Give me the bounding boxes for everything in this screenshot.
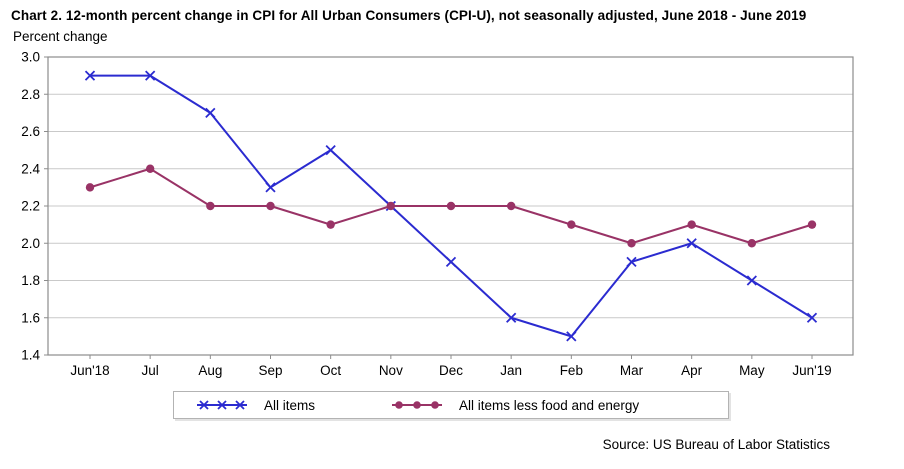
circle-marker xyxy=(395,401,403,409)
cpi-line-chart: 1.4 1.6 1.8 2.0 2.2 2.4 2.6 2.8 3.0 Jun'18 Jul Aug S… xyxy=(21,50,854,378)
y-axis-label: 2.4 xyxy=(21,161,40,176)
x-marker xyxy=(205,107,216,119)
x-axis-label: Apr xyxy=(681,363,703,378)
y-axis-label: 2.8 xyxy=(21,87,40,102)
x-axis-label: Feb xyxy=(560,363,583,378)
x-axis-label: Jun'19 xyxy=(792,363,831,378)
circle-marker xyxy=(747,239,757,248)
legend: All items All items less food and energy xyxy=(173,391,729,419)
y-axis-label: 2.0 xyxy=(21,236,40,251)
x-marker xyxy=(217,400,227,410)
chart-title: Chart 2. 12-month percent change in CPI … xyxy=(11,8,807,23)
x-marker xyxy=(445,256,457,268)
core-line-sample-icon xyxy=(392,401,442,409)
all-items-less-food-and-energy-series xyxy=(85,164,817,248)
x-marker xyxy=(566,331,577,342)
circle-marker xyxy=(206,201,215,211)
x-marker xyxy=(506,312,517,323)
x-marker xyxy=(686,238,697,249)
legend-label-core: All items less food and energy xyxy=(459,397,640,413)
x-marker xyxy=(265,182,276,193)
circle-marker xyxy=(326,220,335,229)
x-marker xyxy=(746,275,757,286)
circle-marker xyxy=(807,220,817,229)
legend-item-core: All items less food and energy xyxy=(391,392,639,418)
x-axis-label: Jan xyxy=(500,363,522,378)
x-marker xyxy=(199,400,209,410)
x-axis-label: Sep xyxy=(258,363,282,378)
y-axis-unit-label: Percent change xyxy=(13,29,108,44)
x-axis-label: May xyxy=(739,363,765,378)
circle-marker xyxy=(446,201,456,211)
all-items-series xyxy=(84,70,818,342)
x-marker xyxy=(626,256,637,268)
y-axis-label: 2.6 xyxy=(21,124,40,139)
circle-marker xyxy=(266,201,275,211)
x-marker xyxy=(145,70,156,81)
x-marker xyxy=(84,70,96,81)
x-axis-label: Aug xyxy=(198,363,222,378)
y-axis-label: 2.2 xyxy=(21,199,40,214)
legend-item-all-items: All items xyxy=(196,392,315,418)
x-axis-label: Dec xyxy=(439,363,463,378)
x-marker xyxy=(806,312,818,323)
x-axis-label: Jun'18 xyxy=(70,363,109,378)
y-axis-label: 3.0 xyxy=(21,50,40,65)
legend-label-all-items: All items xyxy=(264,397,316,413)
x-axis-label: Nov xyxy=(379,363,403,378)
x-axis-label: Oct xyxy=(320,363,341,378)
circle-marker xyxy=(85,183,95,192)
circle-marker xyxy=(687,220,696,229)
y-axis-label: 1.6 xyxy=(21,310,40,325)
circle-marker xyxy=(627,239,636,248)
circle-marker xyxy=(431,401,439,409)
all-items-line-sample-icon xyxy=(197,400,247,410)
circle-marker xyxy=(567,220,576,229)
source-note: Source: US Bureau of Labor Statistics xyxy=(602,437,830,452)
circle-marker xyxy=(145,164,155,173)
x-axis-label: Mar xyxy=(620,363,644,378)
circle-marker xyxy=(506,201,516,211)
circle-marker xyxy=(386,201,396,211)
circle-marker xyxy=(413,401,421,409)
plot-border xyxy=(47,56,854,356)
y-axis-label: 1.4 xyxy=(21,348,40,363)
y-axis-label: 1.8 xyxy=(21,273,40,288)
x-axis-label: Jul xyxy=(142,363,159,378)
x-marker xyxy=(235,400,245,410)
x-marker xyxy=(325,144,336,156)
